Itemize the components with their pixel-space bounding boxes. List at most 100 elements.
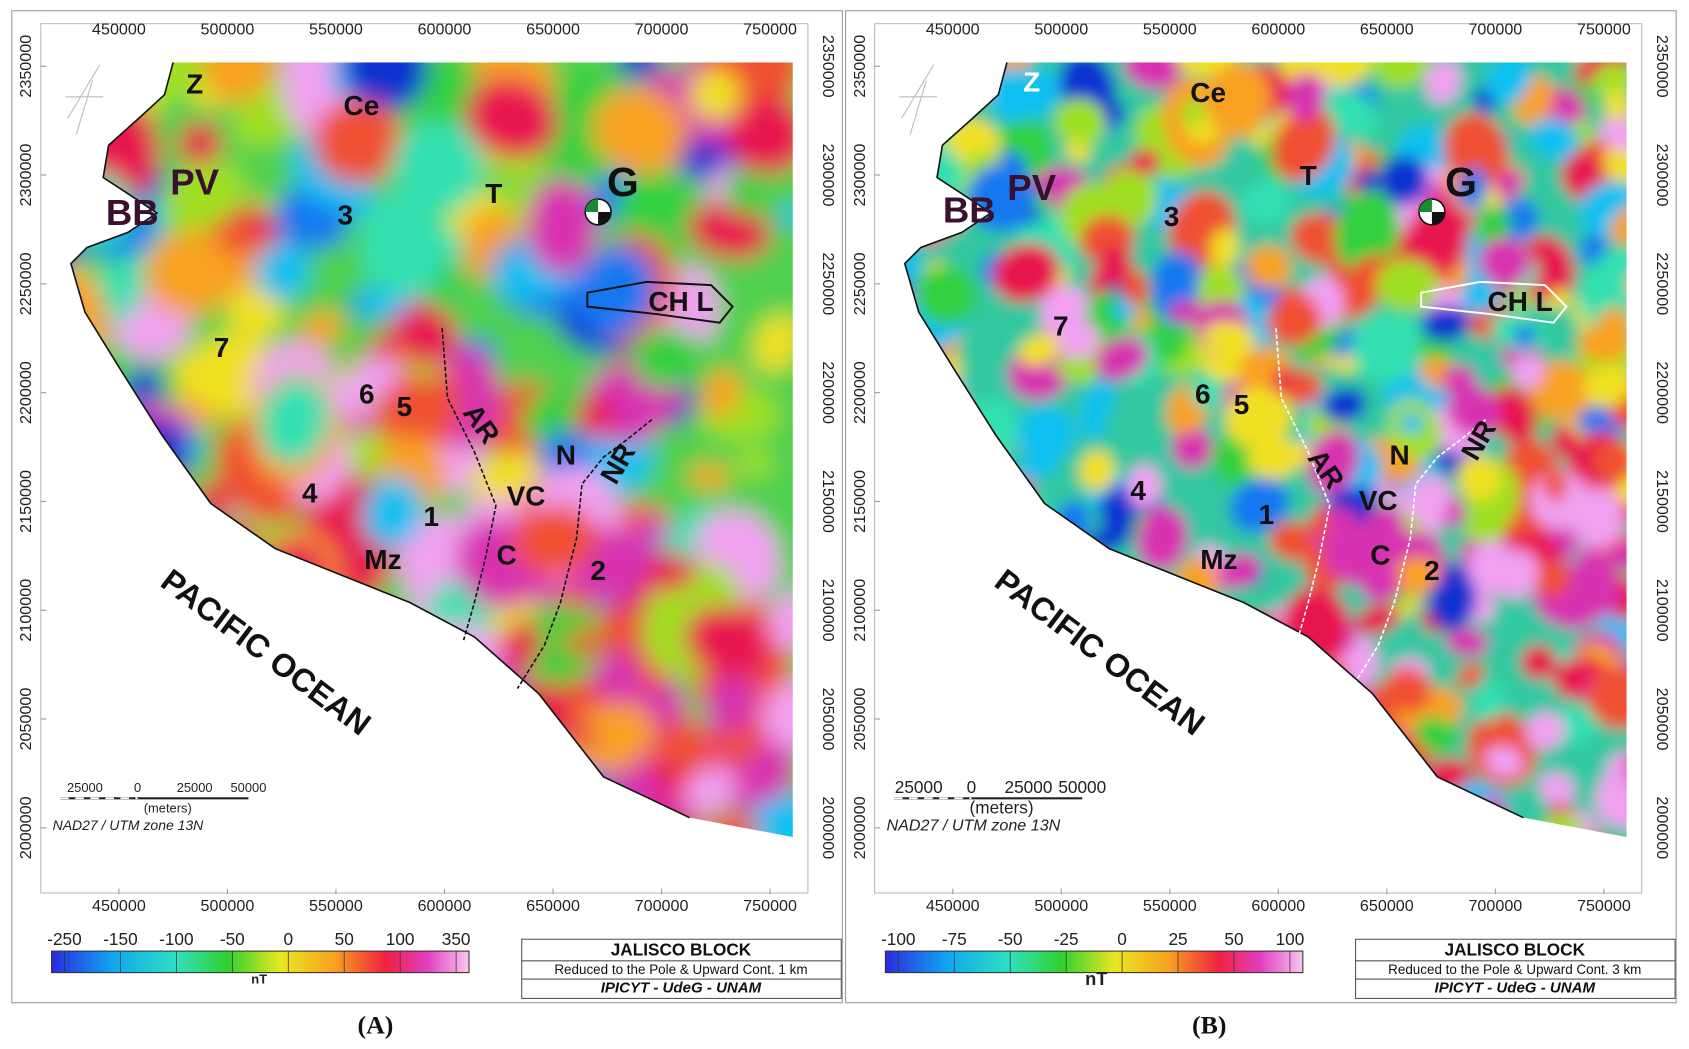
title-box	[521, 938, 842, 999]
title-box-subtitle: Reduced to the Pole & Upward Cont. 1 km	[554, 962, 807, 977]
x-tick-label: 500000	[201, 897, 255, 915]
place-label: 3	[338, 200, 354, 231]
anomaly	[689, 68, 741, 121]
anomaly	[724, 169, 760, 215]
anomaly	[464, 78, 559, 160]
anomaly	[1534, 560, 1570, 597]
anomaly	[575, 396, 614, 438]
x-tick-label: 700000	[635, 20, 689, 38]
anomaly	[1457, 167, 1488, 209]
y-tick-label: 2350000	[1653, 35, 1671, 98]
anomaly	[526, 177, 598, 276]
anomaly	[1120, 269, 1149, 306]
place-label: Ce	[344, 90, 380, 121]
colorbar-tick-label: -50	[220, 929, 245, 949]
colorbar-tick-label: 0	[1117, 929, 1127, 949]
anomaly	[1605, 750, 1627, 802]
anomaly	[162, 161, 246, 232]
anomaly	[1528, 360, 1594, 421]
place-label: G	[607, 159, 639, 205]
anomaly	[762, 679, 793, 749]
anomaly	[1351, 313, 1421, 383]
anomaly	[329, 374, 375, 418]
anomaly	[1123, 62, 1183, 90]
place-label: 2	[1424, 555, 1440, 586]
y-tick-label: 2100000	[1653, 579, 1671, 642]
anomaly	[1538, 772, 1575, 805]
colorbar-tick-label: 100	[386, 929, 415, 949]
anomaly	[684, 605, 774, 677]
anomaly	[1577, 326, 1627, 362]
colorbar-tick-label: -25	[1054, 929, 1079, 949]
anomaly	[1209, 228, 1240, 268]
anomaly	[502, 620, 541, 670]
place-label: 6	[359, 378, 375, 409]
lake-chapala	[586, 280, 734, 324]
y-tick-label: 2300000	[819, 144, 837, 207]
north-arrow	[899, 64, 938, 135]
place-label: Ce	[1190, 77, 1226, 108]
anomaly	[172, 350, 251, 409]
anomaly	[1467, 541, 1518, 595]
anomaly	[1245, 245, 1292, 289]
colorbar-unit: nT	[1085, 968, 1107, 989]
anomaly	[1081, 381, 1115, 420]
x-tick-label: 650000	[1360, 897, 1414, 915]
anomaly	[683, 767, 737, 812]
anomaly	[1407, 475, 1451, 523]
anomaly	[1513, 325, 1536, 348]
anomaly	[1424, 62, 1462, 104]
anomaly	[1593, 439, 1627, 484]
anomaly	[1486, 62, 1532, 106]
anomaly	[1272, 107, 1336, 181]
place-label: CH L	[1488, 286, 1553, 317]
y-tick-label: 2250000	[851, 252, 869, 315]
place-label: G	[1445, 159, 1477, 205]
colorbar-tick-label: 25	[1168, 929, 1187, 949]
anomaly	[1484, 745, 1524, 778]
x-tick-label: 600000	[418, 20, 472, 38]
anomaly	[1475, 206, 1512, 248]
colorbar-tick-label: -100	[159, 929, 193, 949]
anomaly	[1285, 72, 1325, 121]
anomaly	[1357, 169, 1380, 194]
scale-label: 25000	[177, 780, 213, 795]
place-label: T	[485, 178, 502, 209]
anomaly	[178, 121, 222, 166]
y-tick-label: 2300000	[1653, 144, 1671, 207]
anomaly	[1518, 234, 1576, 304]
anomaly	[1311, 62, 1374, 86]
anomaly	[1560, 555, 1622, 620]
anomaly	[203, 62, 280, 104]
anomaly	[1018, 333, 1061, 366]
anomaly	[1095, 337, 1148, 380]
anomaly	[1520, 644, 1557, 680]
anomaly	[1392, 555, 1439, 596]
title-box-title: JALISCO BLOCK	[1445, 940, 1586, 960]
colorbar-tick-label: 50	[335, 929, 354, 949]
anomaly	[1224, 387, 1293, 448]
x-tick-label: 750000	[1577, 20, 1631, 38]
anomaly	[1583, 365, 1627, 408]
x-tick-label: 600000	[1251, 897, 1305, 915]
place-label: 4	[1130, 475, 1146, 506]
y-tick-label: 2350000	[17, 35, 35, 98]
place-label: 1	[424, 501, 440, 532]
anomaly	[1550, 425, 1582, 461]
y-tick-label: 2050000	[1653, 688, 1671, 751]
anomaly	[391, 120, 484, 215]
y-tick-label: 2250000	[1653, 252, 1671, 315]
colorbar-tick-label: 0	[283, 929, 293, 949]
anomaly	[1171, 426, 1213, 469]
anomaly	[1490, 386, 1538, 444]
x-tick-label: 450000	[92, 897, 146, 915]
anomaly	[470, 460, 535, 500]
anomaly	[1065, 140, 1091, 163]
place-label: 1	[1258, 499, 1274, 530]
colorbar	[884, 950, 1304, 974]
anomaly	[1019, 447, 1061, 480]
x-tick-label: 550000	[309, 20, 363, 38]
anomaly	[1334, 190, 1400, 274]
scale-label: 25000	[895, 777, 943, 797]
